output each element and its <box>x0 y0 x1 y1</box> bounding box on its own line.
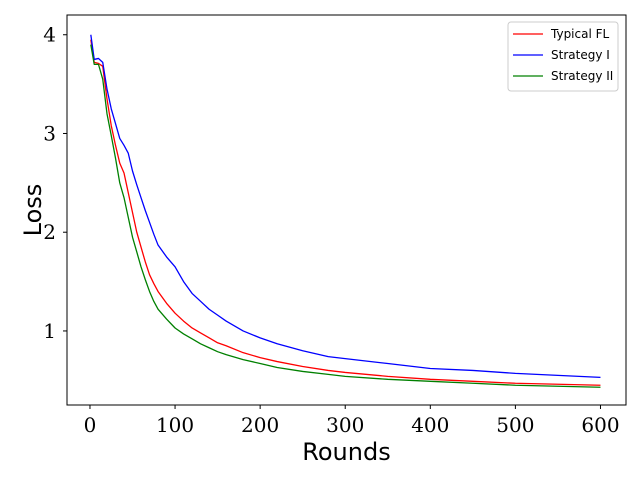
series-line-2 <box>90 34 601 378</box>
y-tick-label: 1 <box>43 319 56 343</box>
y-tick-label: 4 <box>43 23 56 47</box>
x-axis-label: Rounds <box>302 438 390 466</box>
x-tick-label: 0 <box>84 413 97 437</box>
y-axis-label: Loss <box>19 184 47 237</box>
plot-lines <box>90 34 601 388</box>
x-tick-label: 100 <box>156 413 194 437</box>
x-tick-label: 600 <box>581 413 619 437</box>
legend-label: Strategy II <box>551 69 613 83</box>
x-tick-label: 300 <box>326 413 364 437</box>
y-axis-ticks: 1 2 3 4 <box>43 23 67 343</box>
legend-label: Typical FL <box>550 27 610 41</box>
legend: Typical FL Strategy I Strategy II <box>507 21 619 92</box>
x-tick-label: 400 <box>411 413 449 437</box>
legend-box <box>507 21 619 92</box>
x-tick-label: 500 <box>496 413 534 437</box>
plot-frame <box>66 14 627 406</box>
series-line-3 <box>90 44 601 388</box>
x-tick-label: 200 <box>241 413 279 437</box>
series-line-1 <box>90 39 601 386</box>
x-axis-ticks: 0 100 200 300 400 500 600 <box>84 405 620 437</box>
y-tick-label: 3 <box>43 121 56 145</box>
y-tick-label: 2 <box>43 220 56 244</box>
legend-label: Strategy I <box>551 48 610 62</box>
